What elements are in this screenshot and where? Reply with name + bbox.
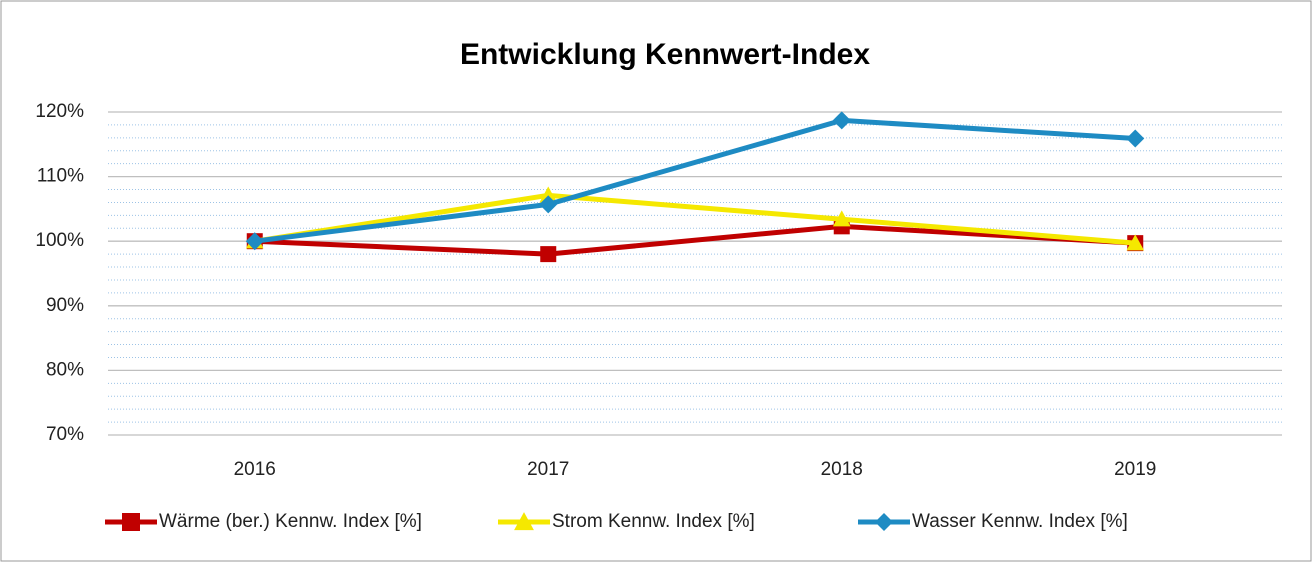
y-tick-label: 100% bbox=[35, 230, 84, 251]
marker bbox=[540, 246, 557, 263]
marker bbox=[245, 232, 264, 251]
y-tick-label: 90% bbox=[46, 295, 84, 316]
marker bbox=[539, 186, 558, 203]
marker bbox=[1126, 234, 1145, 251]
legend-label: Wasser Kennw. Index [%] bbox=[912, 511, 1128, 532]
x-tick-label: 2017 bbox=[527, 459, 569, 480]
series-line bbox=[254, 192, 1136, 246]
legend-marker bbox=[514, 512, 534, 531]
y-tick-label: 120% bbox=[35, 101, 84, 122]
x-tick-label: 2018 bbox=[821, 459, 863, 480]
legend-marker bbox=[875, 513, 893, 531]
chart-title: Entwicklung Kennwert-Index bbox=[460, 38, 870, 71]
legend-label: Wärme (ber.) Kennw. Index [%] bbox=[159, 511, 422, 532]
x-tick-label: 2019 bbox=[1114, 459, 1156, 480]
x-tick-label: 2016 bbox=[234, 459, 276, 480]
y-tick-label: 110% bbox=[37, 166, 84, 187]
marker bbox=[832, 210, 851, 227]
marker bbox=[832, 111, 851, 130]
series-line bbox=[254, 117, 1136, 244]
y-tick-label: 70% bbox=[46, 424, 84, 445]
legend-label: Strom Kennw. Index [%] bbox=[552, 511, 755, 532]
marker bbox=[1126, 129, 1145, 148]
y-tick-label: 80% bbox=[46, 359, 84, 380]
legend-marker bbox=[122, 513, 140, 531]
series-line bbox=[254, 223, 1136, 257]
marker bbox=[539, 195, 558, 214]
